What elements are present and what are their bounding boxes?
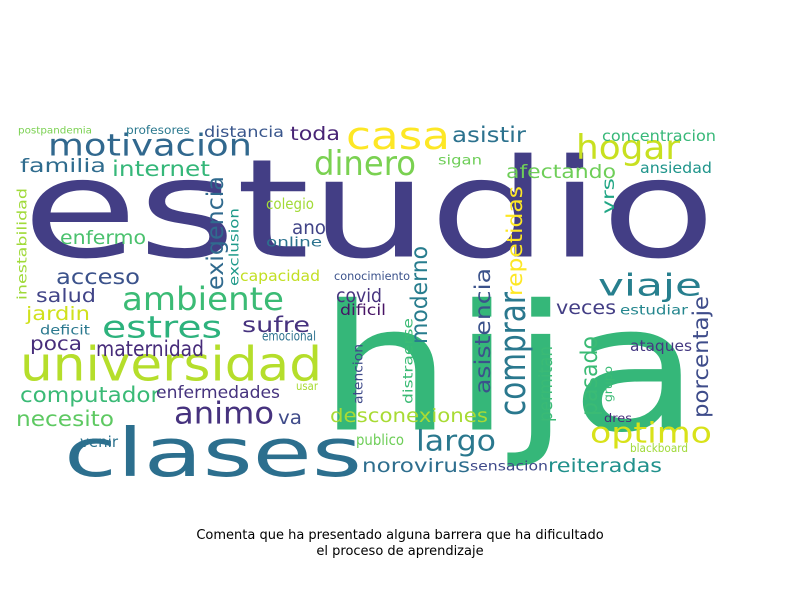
- word-conocimiento: conocimiento: [334, 269, 410, 283]
- word-distancia: distancia: [204, 123, 284, 141]
- word-profesores: profesores: [126, 123, 190, 137]
- word-afectando: afectando: [506, 161, 616, 183]
- word-desconexiones: desconexiones: [330, 405, 488, 427]
- word-estudio: estudio: [22, 131, 716, 290]
- word-comprar: comprar: [492, 292, 534, 416]
- word-va: va: [278, 407, 302, 429]
- word-publico: publico: [356, 431, 404, 449]
- word-dres: dres: [604, 411, 632, 425]
- word-dificil: dificil: [340, 301, 386, 319]
- word-largo: largo: [416, 425, 496, 458]
- word-norovirus: norovirus: [362, 455, 470, 477]
- word-repetidas: repetidas: [503, 186, 527, 296]
- word-casa: casa: [346, 114, 450, 158]
- word-enfermo: enfermo: [60, 227, 146, 249]
- word-ataques: ataques: [630, 337, 692, 355]
- word-online: online: [266, 236, 322, 251]
- word-internet: internet: [112, 157, 210, 181]
- word-exclusion: exclusion: [228, 208, 243, 286]
- word-covid: covid: [336, 285, 382, 307]
- word-maternidad: maternidad: [96, 337, 204, 361]
- word-sufre: sufre: [242, 313, 310, 337]
- word-postpandemia: postpandemia: [18, 126, 92, 137]
- word-toda: toda: [290, 123, 340, 145]
- word-reiteradas: reiteradas: [548, 455, 662, 477]
- word-colegio: colegio: [266, 195, 314, 213]
- word-inestabilidad: inestabilidad: [16, 188, 31, 300]
- word-familia: familia: [20, 155, 106, 177]
- word-poca: poca: [30, 333, 82, 355]
- word-usar: usar: [296, 379, 318, 393]
- word-estres: estres: [102, 311, 222, 346]
- caption-line-2: el proceso de aprendizaje: [316, 544, 484, 559]
- word-capacidad: capacidad: [240, 267, 320, 285]
- word-optimo: optimo: [590, 417, 712, 450]
- word-dinero: dinero: [314, 144, 416, 184]
- word-sensacion: sensacion: [470, 460, 548, 475]
- word-acceso: acceso: [56, 265, 140, 289]
- word-distraerse: distraerse: [402, 318, 417, 404]
- word-necesito: necesito: [16, 407, 114, 431]
- word-vrs: vrs: [599, 178, 619, 214]
- word-blackboard: blackboard: [630, 441, 688, 455]
- word-clases: clases: [64, 414, 362, 492]
- word-hogar: hogar: [576, 128, 681, 168]
- word-moderno: moderno: [407, 246, 433, 344]
- word-ansiedad: ansiedad: [640, 159, 712, 177]
- word-ano: ano: [292, 217, 326, 239]
- word-computador: computador: [20, 383, 160, 407]
- word-motivacion: motivacion: [48, 129, 252, 164]
- word-exigencia: exigencia: [203, 176, 229, 290]
- word-emocional: emocional: [262, 330, 316, 345]
- word-veces: veces: [556, 297, 616, 319]
- caption-line-1: Comenta que ha presentado alguna barrera…: [196, 528, 604, 543]
- word-grupo: grupo: [601, 366, 615, 402]
- word-animo: animo: [174, 397, 274, 432]
- word-estudiar: estudiar: [620, 304, 689, 319]
- word-venir: venir: [80, 433, 119, 451]
- word-hija: hija: [318, 269, 700, 472]
- word-pasado: pasado: [577, 336, 603, 416]
- word-atencion: atencion: [352, 344, 367, 404]
- word-ambiente: ambiente: [122, 280, 284, 318]
- word-permitan: permitan: [535, 346, 557, 422]
- word-cloud-caption: Comenta que ha presentado alguna barrera…: [0, 528, 800, 560]
- word-sigan: sigan: [438, 154, 482, 169]
- word-asistir: asistir: [452, 123, 526, 147]
- word-asistencia: asistencia: [471, 268, 495, 394]
- word-concentracion: concentracion: [602, 127, 716, 145]
- word-salud: salud: [36, 285, 96, 307]
- word-universidad: universidad: [20, 338, 322, 393]
- word-viaje: viaje: [598, 269, 702, 304]
- word-deficit: deficit: [40, 324, 90, 339]
- word-porcentaje: porcentaje: [689, 296, 713, 418]
- word-enfermedades: enfermedades: [156, 383, 280, 403]
- word-jardin: jardin: [25, 303, 90, 325]
